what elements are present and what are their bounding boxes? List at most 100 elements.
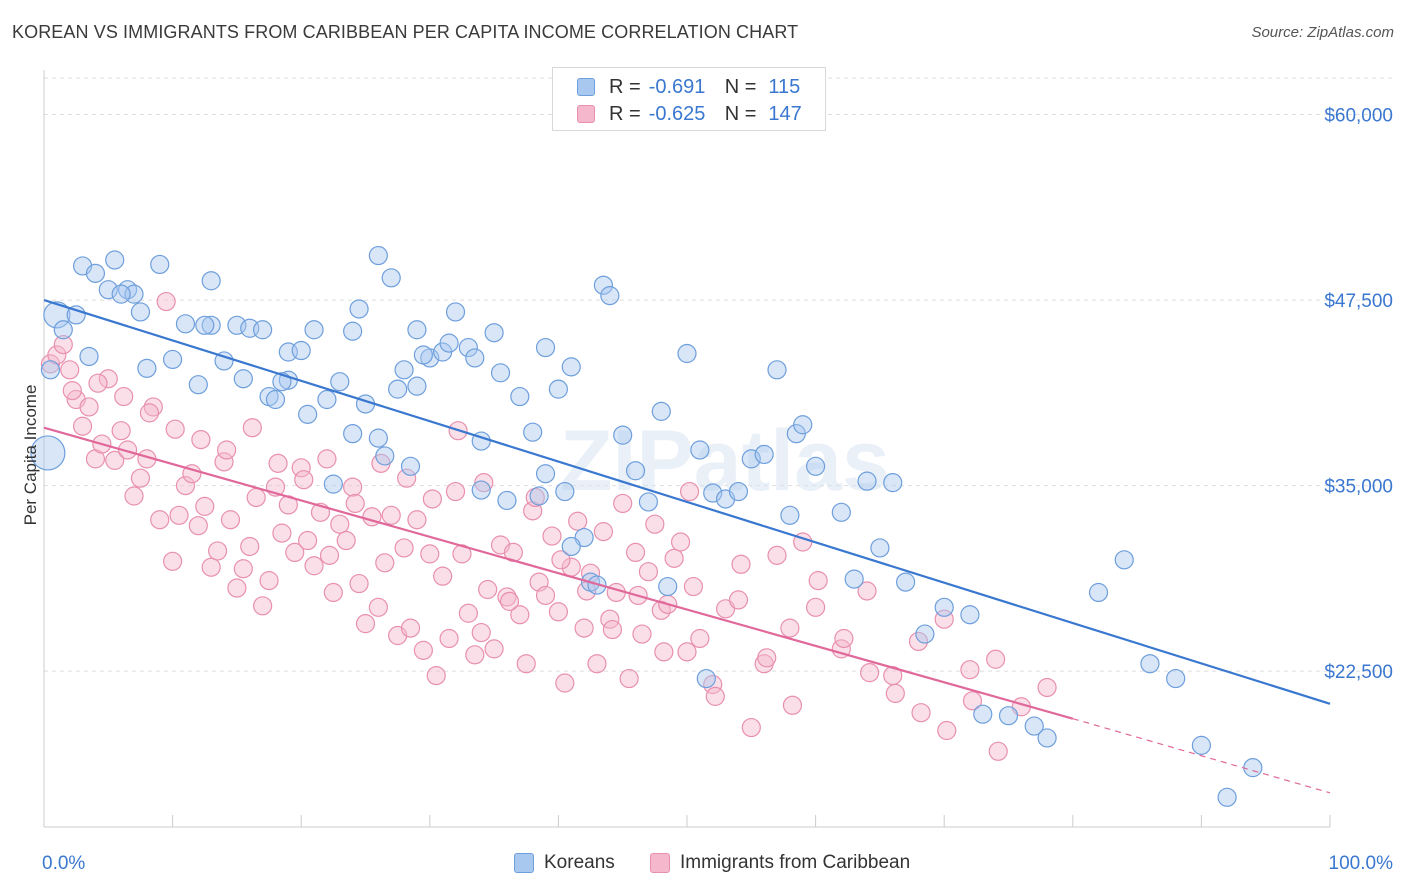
korean-point [85, 263, 106, 283]
caribbean-point [632, 624, 652, 644]
korean-point [201, 271, 221, 291]
x-tick-label: 100.0% [1329, 853, 1394, 874]
caribbean-point [336, 530, 356, 551]
korean-point [407, 320, 427, 340]
caribbean-point [962, 691, 983, 711]
caribbean-point [88, 373, 108, 393]
legend-item-caribbean[interactable]: Immigrants from Caribbean [650, 852, 910, 874]
korean-point [1037, 728, 1057, 748]
korean-point [66, 305, 86, 325]
caribbean-point [233, 559, 253, 579]
legend-row-koreans: R = -0.691 N = 115 [577, 74, 800, 100]
caribbean-point [191, 429, 211, 450]
caribbean-point [988, 741, 1008, 761]
korean-point [368, 428, 388, 448]
caribbean-point [60, 360, 80, 380]
korean-point [137, 358, 157, 378]
caribbean-point [130, 468, 151, 488]
r-value-caribbean: -0.625 [648, 102, 706, 125]
legend-row-caribbean: R = -0.625 N = 147 [577, 101, 802, 127]
caribbean-point [111, 421, 131, 441]
caribbean-point [705, 686, 725, 706]
caribbean-point [394, 538, 414, 558]
korean-point [658, 576, 678, 597]
series-legend: Koreans Immigrants from Caribbean [0, 852, 1406, 878]
caribbean-point [857, 581, 877, 601]
korean-point [831, 502, 851, 522]
caribbean-point [602, 619, 623, 640]
caribbean-point [397, 468, 417, 488]
korean-point [40, 360, 61, 380]
korean-point [233, 369, 253, 389]
korean-point [458, 337, 478, 358]
caribbean-point [165, 419, 185, 439]
korean-point [535, 337, 556, 358]
caribbean-point [805, 597, 826, 617]
korean-point [883, 473, 903, 493]
caribbean-point [679, 481, 700, 502]
caribbean-point [767, 545, 787, 565]
r-value-koreans: -0.691 [648, 75, 706, 98]
watermark: ZIPatlas [560, 413, 890, 509]
korean-point [188, 375, 208, 395]
caribbean-point [908, 631, 929, 652]
korean-point [677, 343, 697, 364]
r-label: R = [609, 75, 641, 98]
korean-point [98, 280, 118, 300]
korean-point [555, 481, 575, 502]
caribbean-point [79, 397, 99, 417]
caribbean-point [516, 654, 536, 674]
chart-title: KOREAN VS IMMIGRANTS FROM CARIBBEAN PER … [12, 22, 799, 42]
caribbean-point [551, 550, 571, 570]
korean-point [343, 424, 363, 444]
caribbean-point [439, 628, 459, 649]
korean-point [368, 245, 388, 266]
caribbean-point [124, 486, 144, 506]
caribbean-point [433, 566, 453, 586]
caribbean-point [242, 418, 262, 438]
caribbean-point [62, 381, 82, 401]
caribbean-point [400, 618, 421, 638]
legend-label-koreans: Koreans [544, 852, 615, 873]
korean-point [253, 320, 273, 340]
korean-point [548, 379, 569, 399]
korean-point [561, 536, 581, 557]
caribbean-point [169, 505, 189, 525]
korean-point [445, 302, 466, 322]
korean-point [625, 461, 646, 481]
korean-point [651, 401, 671, 421]
caribbean-point [285, 542, 305, 563]
korean-point [960, 605, 980, 625]
caribbean-point [217, 440, 237, 460]
caribbean-point [474, 473, 494, 493]
caribbean-point [253, 596, 273, 616]
caribbean-point [471, 622, 491, 643]
caribbean-point [259, 571, 279, 591]
caribbean-point [240, 536, 260, 557]
caribbean-point [619, 668, 639, 689]
korean-point [304, 320, 324, 340]
caribbean-trend-line [43, 426, 1074, 720]
caribbean-point [986, 649, 1006, 669]
stats-legend: R = -0.691 N = 115 R = -0.625 N = 147 [552, 67, 826, 131]
caribbean-point [381, 505, 401, 525]
legend-item-koreans[interactable]: Koreans [514, 852, 615, 874]
caribbean-swatch [577, 105, 595, 123]
korean-point [510, 386, 530, 407]
caribbean-point [782, 695, 803, 715]
caribbean-point [937, 720, 957, 741]
korean-point [163, 349, 183, 370]
y-tick-labels: $22,500 $35,000 $47,500 $60,000 [1324, 106, 1393, 684]
trend-lines [43, 299, 1331, 794]
caribbean-point [375, 553, 395, 573]
caribbean-point [426, 665, 446, 686]
caribbean-point [606, 582, 626, 603]
legend-label-caribbean: Immigrants from Caribbean [680, 852, 911, 873]
korean-point [1024, 716, 1044, 736]
caribbean-point [294, 470, 314, 490]
caribbean-point [690, 628, 710, 649]
korean-point [265, 389, 286, 410]
caribbean-point [885, 683, 905, 704]
caribbean-point [728, 590, 749, 610]
caribbean-point [568, 511, 588, 531]
